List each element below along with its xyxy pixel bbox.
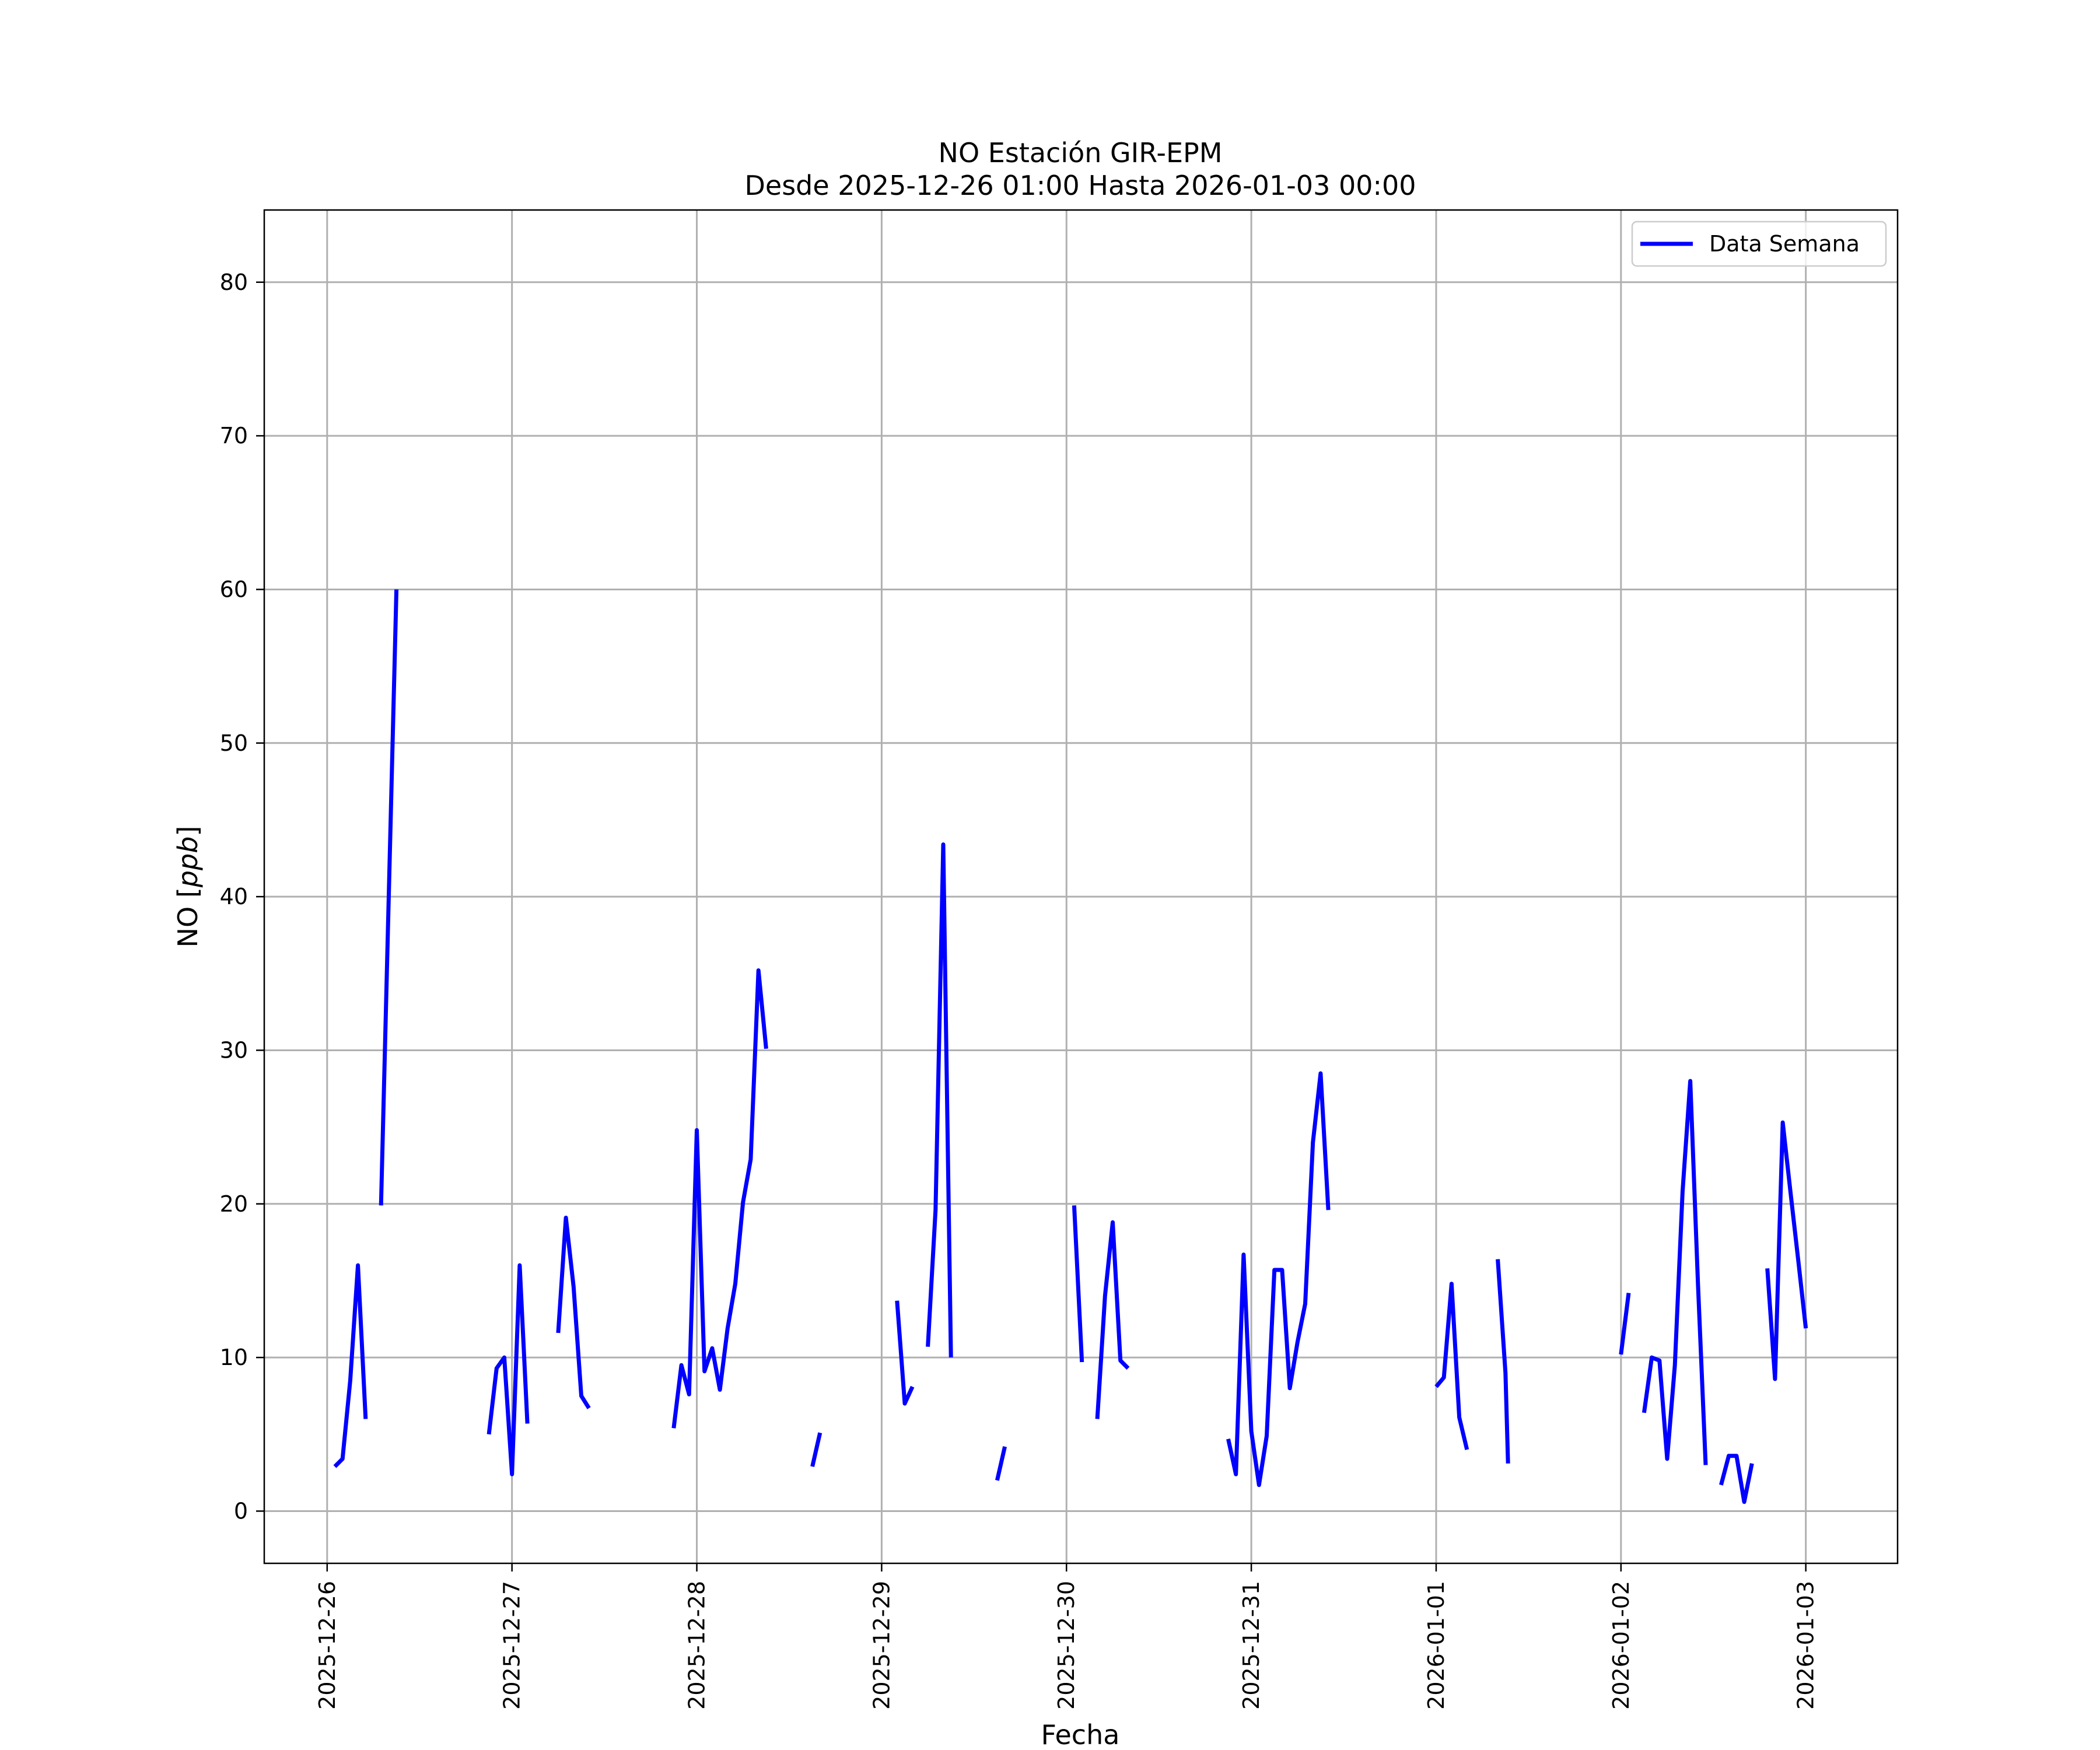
series-line-segment xyxy=(1765,1120,1808,1381)
series-line-segment xyxy=(487,1263,530,1476)
x-tick-label: 2025-12-27 xyxy=(499,1581,525,1710)
chart-subtitle: Desde 2025-12-26 01:00 Hasta 2026-01-03 … xyxy=(744,170,1416,201)
series-line-segment xyxy=(926,842,953,1358)
x-tick-label: 2025-12-28 xyxy=(684,1581,710,1710)
axis-ticks: 2025-12-26 2025-12-27 2025-12-28 2025-12-29… xyxy=(220,270,1819,1710)
y-axis-label-suffix: ] xyxy=(172,826,204,836)
series-line-segment xyxy=(379,589,399,1206)
x-tick-label: 2026-01-02 xyxy=(1608,1581,1634,1710)
series-line-segment xyxy=(556,1216,591,1409)
x-tick-label: 2025-12-26 xyxy=(314,1581,340,1710)
series-line-segment xyxy=(1434,1282,1469,1450)
chart-title: NO Estación GIR-EPM xyxy=(939,137,1223,169)
series-line-segment xyxy=(1226,1071,1331,1488)
legend-box xyxy=(1631,220,1887,267)
y-tick-label: 10 xyxy=(220,1345,248,1370)
y-axis-label-unit: ppb xyxy=(172,836,204,888)
legend: Data Semana xyxy=(1631,220,1887,267)
x-tick-label: 2025-12-31 xyxy=(1238,1581,1264,1710)
y-axis-label-prefix: NO [ xyxy=(172,887,204,947)
y-tick-label: 50 xyxy=(220,730,248,756)
y-axis-label: NO [ppb] xyxy=(172,826,204,948)
x-tick-label: 2026-01-01 xyxy=(1423,1581,1449,1710)
series-line-segment xyxy=(1072,1205,1084,1363)
series-line-segment xyxy=(810,1432,822,1467)
series-line-segment xyxy=(995,1446,1007,1481)
series-line-segment xyxy=(1642,1079,1708,1465)
y-tick-label: 80 xyxy=(220,270,248,295)
x-tick-label: 2026-01-03 xyxy=(1793,1581,1819,1710)
x-tick-label: 2025-12-29 xyxy=(869,1581,894,1710)
y-tick-label: 20 xyxy=(220,1191,248,1217)
plot-area-frame xyxy=(263,209,1899,1564)
series-line-segment xyxy=(333,1263,368,1468)
x-tick-label: 2025-12-30 xyxy=(1054,1581,1079,1710)
series-line-segment xyxy=(1619,1293,1631,1355)
legend-label-data-semana: Data Semana xyxy=(1709,231,1860,257)
y-tick-label: 30 xyxy=(220,1037,248,1063)
series-data-semana xyxy=(333,589,1808,1504)
series-line-segment xyxy=(1719,1454,1754,1504)
series-line-segment xyxy=(1095,1220,1130,1419)
y-tick-label: 0 xyxy=(234,1498,248,1524)
x-axis-label: Fecha xyxy=(1041,1719,1120,1750)
y-tick-label: 40 xyxy=(220,884,248,909)
y-tick-label: 60 xyxy=(220,576,248,602)
series-line-segment xyxy=(1496,1259,1510,1464)
y-tick-label: 70 xyxy=(220,423,248,449)
series-line-segment xyxy=(671,968,768,1429)
series-line-segment xyxy=(895,1300,915,1406)
